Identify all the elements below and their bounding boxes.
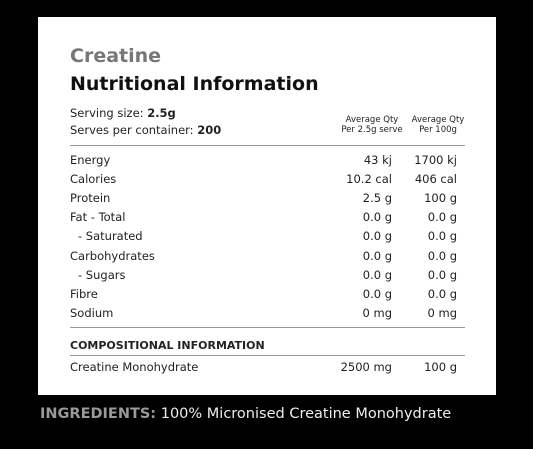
row-label: Fat - Total [70,210,126,225]
row-label: Carbohydrates [70,248,155,263]
ingredients: INGREDIENTS: 100% Micronised Creatine Mo… [40,405,451,423]
column-header: Average Qty [345,115,399,125]
divider [70,327,465,328]
row-label: Energy [70,153,111,167]
serving-label: Serves per container: [70,123,194,137]
row-value: 0.0 g [362,267,392,282]
row-value: 0.0 g [362,229,392,244]
column-header: Per 100g [419,125,457,135]
row-value: 0.0 g [427,210,457,225]
column-header: Average Qty [411,115,465,125]
row-value: 100 g [424,191,457,206]
row-value: 100 g [424,360,457,374]
serving-value: 200 [197,123,222,137]
row-value: 0.0 g [427,286,457,301]
serving-value: 2.5g [147,106,176,120]
ingredients-text: 100% Micronised Creatine Monohydrate [160,406,452,422]
row-label: Sodium [70,305,114,320]
row-value: 2500 mg [340,360,392,374]
row-value: 0.0 g [362,210,392,225]
divider [70,145,465,146]
row-label: Calories [70,172,117,187]
row-value: 0.0 g [427,229,457,244]
panel-title: Nutritional Information [70,73,319,95]
serving-label: Serving size: [70,106,144,120]
column-header: Per 2.5g serve [341,125,403,135]
divider [70,355,465,356]
row-value: 0.0 g [427,248,457,263]
row-value: 0.0 g [362,248,392,263]
nutrition-panel: Creatine Nutritional Information Serving… [38,17,496,395]
row-value: 0.0 g [362,286,392,301]
row-value: 0 mg [362,305,392,320]
section-title: COMPOSITIONAL INFORMATION [70,339,265,352]
serving-line: Serves per container: 200 [70,123,221,137]
row-value: 2.5 g [362,191,392,206]
row-value: 406 cal [414,172,457,187]
row-value: 1700 kj [414,153,457,167]
row-value: 43 kj [363,153,392,167]
serving-line: Serving size: 2.5g [70,106,176,120]
row-label: - Saturated [78,229,143,244]
row-label: Fibre [70,286,98,301]
ingredients-label: INGREDIENTS: [40,406,157,422]
row-label: Creatine Monohydrate [70,360,199,374]
product-name: Creatine [70,45,162,67]
row-value: 0.0 g [427,267,457,282]
row-value: 0 mg [427,305,457,320]
row-label: Protein [70,191,111,206]
row-label: - Sugars [78,267,126,282]
row-value: 10.2 cal [346,172,392,187]
